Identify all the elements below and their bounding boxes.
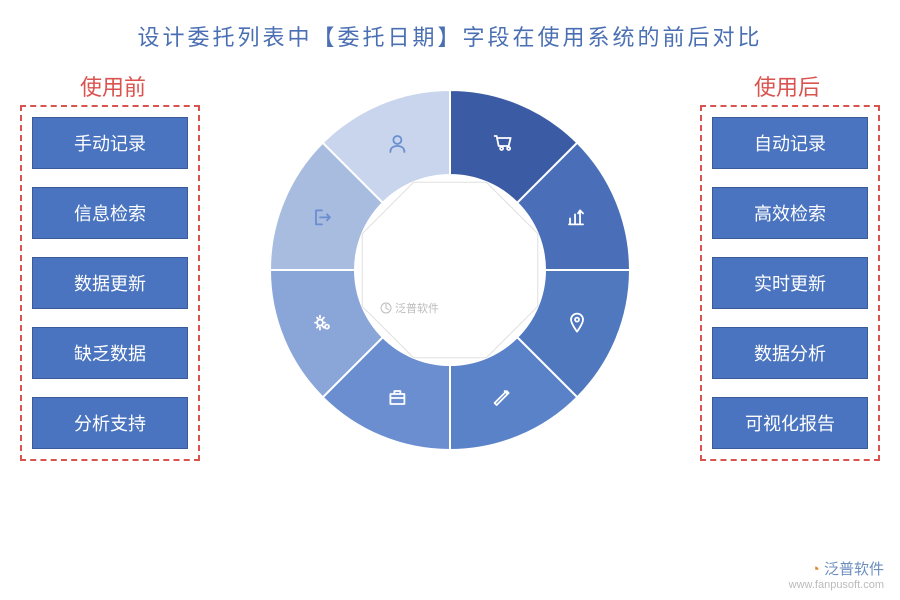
donut-chart xyxy=(270,90,630,450)
list-item: 数据分析 xyxy=(712,327,868,379)
list-item: 自动记录 xyxy=(712,117,868,169)
list-item: 数据更新 xyxy=(32,257,188,309)
after-column: 自动记录 高效检索 实时更新 数据分析 可视化报告 xyxy=(700,105,880,461)
list-item: 实时更新 xyxy=(712,257,868,309)
list-item: 可视化报告 xyxy=(712,397,868,449)
list-item: 分析支持 xyxy=(32,397,188,449)
center-watermark: 泛普软件 xyxy=(380,300,439,316)
after-header: 使用后 xyxy=(754,70,820,102)
list-item: 信息检索 xyxy=(32,187,188,239)
page-title: 设计委托列表中【委托日期】字段在使用系统的前后对比 xyxy=(0,0,900,52)
watermark: ◔ 泛普软件 www.fanpusoft.com xyxy=(789,561,884,592)
list-item: 高效检索 xyxy=(712,187,868,239)
list-item: 手动记录 xyxy=(32,117,188,169)
before-header: 使用前 xyxy=(80,70,146,102)
before-column: 手动记录 信息检索 数据更新 缺乏数据 分析支持 xyxy=(20,105,200,461)
center-polygon xyxy=(362,182,538,358)
list-item: 缺乏数据 xyxy=(32,327,188,379)
